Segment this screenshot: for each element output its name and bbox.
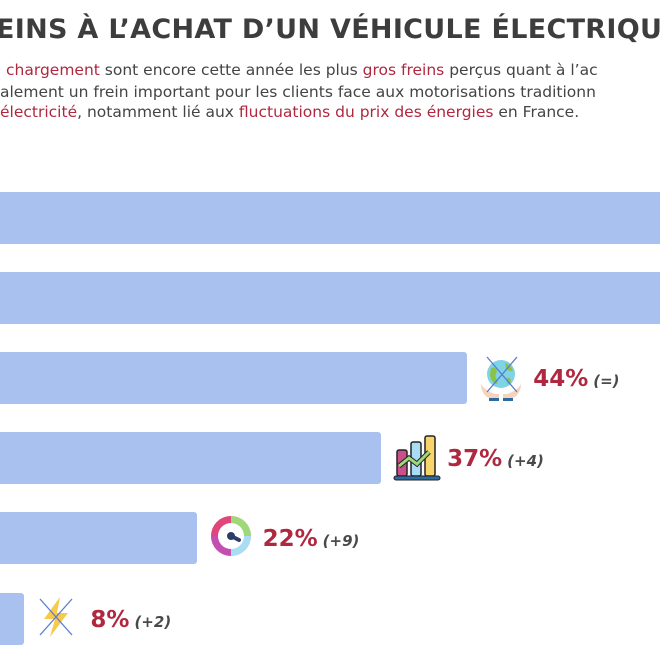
intro-line: chargement sont encore cette année les p… — [6, 61, 598, 79]
bar — [0, 432, 382, 484]
intro-line: électricité, notamment lié aux fluctuati… — [0, 103, 579, 121]
change-value: (+4) — [507, 452, 544, 470]
text: alement un frein important pour les clie… — [0, 83, 596, 101]
text: en France. — [493, 103, 580, 121]
earth-in-hands-crossed-icon — [479, 354, 523, 402]
percent-value: 22% — [262, 526, 318, 552]
bar — [0, 512, 197, 564]
text: perçus quant à l’ac — [444, 61, 598, 79]
text: , notamment lié aux — [77, 103, 239, 121]
highlight-text: fluctuations du prix des énergies — [238, 103, 494, 121]
change-value: (=) — [593, 372, 620, 390]
bar — [0, 593, 25, 645]
bar — [0, 272, 660, 324]
lightning-crossed-icon — [36, 595, 80, 643]
rising-chart-icon — [393, 434, 441, 482]
data-label: 37% (+4) — [447, 446, 544, 472]
chart-title: EINS À L’ACHAT D’UN VÉHICULE ÉLECTRIQU — [0, 14, 660, 45]
bar — [0, 352, 468, 404]
text: sont encore cette année les plus — [99, 61, 363, 79]
data-label: 22% (+9) — [263, 526, 360, 552]
intro-line: alement un frein important pour les clie… — [0, 83, 596, 101]
percent-value: 44% — [533, 366, 589, 392]
bar — [0, 192, 660, 244]
highlight-text: électricité — [0, 103, 78, 121]
percent-value: 37% — [447, 446, 503, 472]
change-value: (+2) — [134, 613, 172, 631]
highlight-text: chargement — [6, 61, 100, 79]
data-label: 44% (=) — [533, 366, 619, 392]
data-label: 8% (+2) — [90, 607, 171, 633]
change-value: (+9) — [322, 532, 360, 550]
gauge-icon — [209, 514, 253, 562]
highlight-text: gros freins — [362, 61, 445, 79]
percent-value: 8% — [90, 607, 130, 633]
